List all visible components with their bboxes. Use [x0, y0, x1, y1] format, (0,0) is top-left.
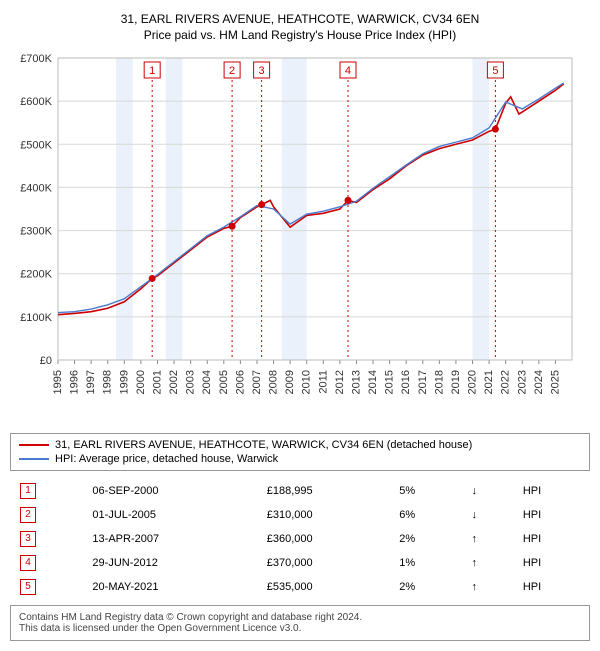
svg-text:2021: 2021	[483, 370, 495, 394]
svg-text:£100K: £100K	[20, 312, 52, 324]
svg-text:2: 2	[229, 65, 235, 77]
tx-date: 06-SEP-2000	[82, 479, 256, 503]
svg-text:2010: 2010	[301, 370, 313, 394]
svg-text:5: 5	[492, 65, 498, 77]
tx-date: 29-JUN-2012	[82, 551, 256, 575]
svg-text:4: 4	[345, 65, 351, 77]
legend-row: HPI: Average price, detached house, Warw…	[19, 452, 581, 466]
svg-text:2012: 2012	[334, 370, 346, 394]
table-row: 2 01-JUL-2005£310,0006%↓HPI	[10, 503, 590, 527]
tx-marker-box: 4	[20, 555, 36, 571]
svg-text:2018: 2018	[433, 370, 445, 394]
svg-text:1996: 1996	[69, 370, 81, 394]
svg-text:2009: 2009	[284, 370, 296, 394]
chart-title: 31, EARL RIVERS AVENUE, HEATHCOTE, WARWI…	[10, 12, 590, 26]
tx-marker-box: 1	[20, 483, 36, 499]
svg-text:2011: 2011	[317, 370, 329, 394]
svg-text:2003: 2003	[185, 370, 197, 394]
svg-text:2014: 2014	[367, 370, 379, 394]
svg-text:£200K: £200K	[20, 269, 52, 281]
table-row: 1 06-SEP-2000£188,9955%↓HPI	[10, 479, 590, 503]
svg-text:2006: 2006	[234, 370, 246, 394]
tx-price: £370,000	[257, 551, 390, 575]
svg-text:2016: 2016	[400, 370, 412, 394]
tx-date: 13-APR-2007	[82, 527, 256, 551]
footer-line-1: Contains HM Land Registry data © Crown c…	[19, 612, 581, 623]
svg-text:1997: 1997	[85, 370, 97, 394]
tx-delta: 5%	[389, 479, 461, 503]
tx-price: £360,000	[257, 527, 390, 551]
tx-note: HPI	[513, 551, 590, 575]
legend: 31, EARL RIVERS AVENUE, HEATHCOTE, WARWI…	[10, 433, 590, 471]
svg-text:1999: 1999	[118, 370, 130, 394]
tx-note: HPI	[513, 479, 590, 503]
tx-note: HPI	[513, 503, 590, 527]
svg-text:2025: 2025	[549, 370, 561, 394]
tx-marker-box: 5	[20, 579, 36, 595]
tx-delta: 1%	[389, 551, 461, 575]
tx-arrow-icon: ↓	[462, 479, 513, 503]
legend-label: HPI: Average price, detached house, Warw…	[55, 453, 278, 465]
legend-swatch	[19, 458, 49, 460]
tx-price: £310,000	[257, 503, 390, 527]
table-row: 4 29-JUN-2012£370,0001%↑HPI	[10, 551, 590, 575]
tx-note: HPI	[513, 575, 590, 599]
svg-text:£500K: £500K	[20, 139, 52, 151]
svg-text:2001: 2001	[151, 370, 163, 394]
tx-price: £188,995	[257, 479, 390, 503]
tx-delta: 2%	[389, 527, 461, 551]
svg-text:2005: 2005	[218, 370, 230, 394]
svg-text:2024: 2024	[533, 370, 545, 394]
table-row: 5 20-MAY-2021£535,0002%↑HPI	[10, 575, 590, 599]
svg-text:2008: 2008	[268, 370, 280, 394]
svg-text:2007: 2007	[251, 370, 263, 394]
chart-svg: £0 £100K £200K £300K £400K £500K £600K £700K 199…	[10, 50, 580, 420]
price-chart: £0 £100K £200K £300K £400K £500K £600K £700K 199…	[10, 50, 590, 425]
tx-delta: 6%	[389, 503, 461, 527]
legend-swatch	[19, 444, 49, 446]
tx-note: HPI	[513, 527, 590, 551]
tx-arrow-icon: ↑	[462, 551, 513, 575]
tx-price: £535,000	[257, 575, 390, 599]
legend-row: 31, EARL RIVERS AVENUE, HEATHCOTE, WARWI…	[19, 438, 581, 452]
svg-text:£0: £0	[40, 355, 52, 367]
tx-arrow-icon: ↓	[462, 503, 513, 527]
tx-marker-box: 2	[20, 507, 36, 523]
svg-text:2017: 2017	[417, 370, 429, 394]
legend-label: 31, EARL RIVERS AVENUE, HEATHCOTE, WARWI…	[55, 439, 472, 451]
svg-text:2000: 2000	[135, 370, 147, 394]
transactions-table: 106-SEP-2000£188,9955%↓HPI201-JUL-2005£3…	[10, 479, 590, 599]
tx-marker-box: 3	[20, 531, 36, 547]
footer-attribution: Contains HM Land Registry data © Crown c…	[10, 605, 590, 641]
svg-text:£300K: £300K	[20, 226, 52, 238]
svg-text:2022: 2022	[500, 370, 512, 394]
svg-text:2002: 2002	[168, 370, 180, 394]
tx-arrow-icon: ↑	[462, 527, 513, 551]
tx-date: 01-JUL-2005	[82, 503, 256, 527]
tx-delta: 2%	[389, 575, 461, 599]
tx-arrow-icon: ↑	[462, 575, 513, 599]
svg-text:1: 1	[149, 65, 155, 77]
table-row: 3 13-APR-2007£360,0002%↑HPI	[10, 527, 590, 551]
svg-text:2004: 2004	[201, 370, 213, 394]
svg-text:1998: 1998	[102, 370, 114, 394]
svg-text:2013: 2013	[350, 370, 362, 394]
svg-text:£700K: £700K	[20, 53, 52, 65]
svg-text:£400K: £400K	[20, 182, 52, 194]
svg-text:2015: 2015	[384, 370, 396, 394]
svg-text:2019: 2019	[450, 370, 462, 394]
svg-text:3: 3	[259, 65, 265, 77]
chart-subtitle: Price paid vs. HM Land Registry's House …	[10, 28, 590, 42]
footer-line-2: This data is licensed under the Open Gov…	[19, 623, 581, 634]
tx-date: 20-MAY-2021	[82, 575, 256, 599]
svg-text:2023: 2023	[516, 370, 528, 394]
svg-text:1995: 1995	[52, 370, 64, 394]
svg-text:2020: 2020	[467, 370, 479, 394]
svg-text:£600K: £600K	[20, 96, 52, 108]
